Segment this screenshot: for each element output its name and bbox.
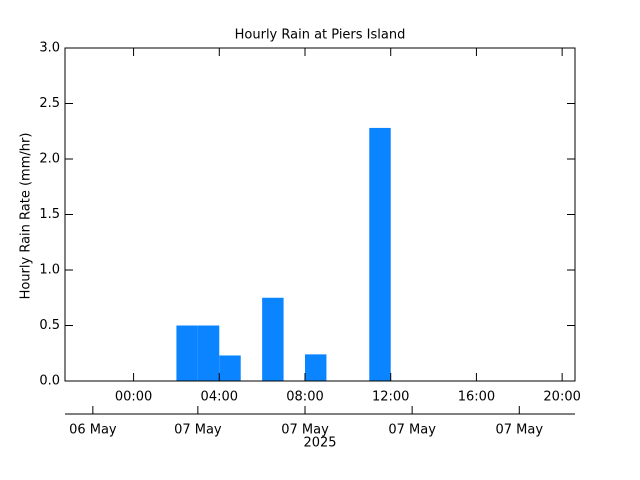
y-axis-label: Hourly Rain Rate (mm/hr) (19, 133, 34, 300)
y-tick-label: 3.0 (39, 41, 60, 56)
x2-tick-label: 07 May (388, 423, 436, 438)
y-tick-label: 1.0 (39, 263, 60, 278)
x-tick-label: 16:00 (458, 390, 495, 405)
bar (176, 325, 198, 381)
x-tick-label: 04:00 (201, 390, 238, 405)
y-tick-label: 2.0 (39, 152, 60, 167)
chart-title: Hourly Rain at Piers Island (235, 28, 406, 43)
y-tick-label: 1.5 (39, 207, 60, 222)
y-tick-label: 0.5 (39, 318, 60, 333)
x2-tick-label: 07 May (174, 423, 222, 438)
bar (197, 325, 220, 381)
y-tick-label: 0.0 (39, 374, 60, 389)
bar (305, 354, 327, 381)
x2-tick-label: 07 May (496, 423, 544, 438)
x2-axis-label: 2025 (303, 436, 336, 451)
x-tick-label: 20:00 (543, 390, 580, 405)
x-tick-label: 12:00 (372, 390, 409, 405)
bar (262, 297, 284, 381)
x-tick-label: 00:00 (115, 390, 152, 405)
bar (219, 355, 241, 381)
x-tick-label: 08:00 (286, 390, 323, 405)
bar (369, 127, 391, 381)
x2-tick-label: 07 May (281, 423, 329, 438)
y-tick-label: 2.5 (39, 96, 60, 111)
x2-tick-label: 06 May (69, 423, 117, 438)
